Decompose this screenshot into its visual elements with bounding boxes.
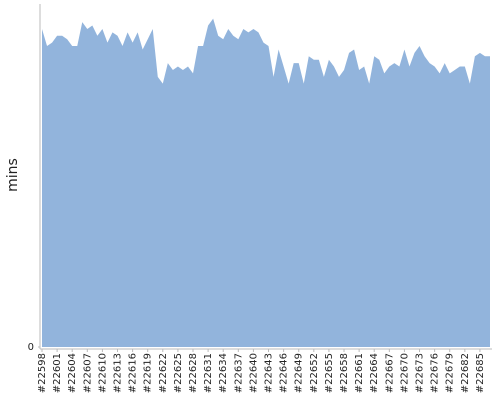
x-tick-label: #22676 [430, 353, 441, 393]
x-tick-label: #22643 [264, 353, 275, 393]
y-axis-label: mins [5, 158, 21, 192]
x-tick-label: #22652 [309, 353, 320, 393]
y-tick-label: 0 [28, 342, 34, 353]
x-tick-label: #22667 [384, 353, 395, 393]
x-tick-label: #22679 [445, 353, 456, 393]
x-tick-label: #22622 [158, 353, 169, 393]
x-tick-label: #22604 [67, 353, 78, 393]
x-tick-label: #22649 [294, 353, 305, 393]
x-tick-label: #22670 [399, 353, 410, 393]
x-tick-label: #22655 [324, 353, 335, 393]
x-tick-label: #22619 [143, 353, 154, 393]
x-tick-label: #22616 [128, 353, 139, 393]
x-tick-label: #22613 [113, 353, 124, 393]
x-tick-label: #22637 [233, 353, 244, 393]
x-tick-label: #22646 [279, 353, 290, 393]
x-tick-label: #22610 [97, 353, 108, 393]
x-tick-label: #22631 [203, 353, 214, 393]
x-tick-label: #22634 [218, 353, 229, 393]
x-tick-label: #22601 [52, 353, 63, 393]
area [42, 18, 490, 348]
x-tick-label: #22673 [415, 353, 426, 393]
x-tick-label: #22607 [82, 353, 93, 393]
x-tick-label: #22685 [475, 353, 486, 393]
x-tick-label: #22664 [369, 353, 380, 393]
x-tick-label: #22658 [339, 353, 350, 393]
x-tick-label: #22598 [37, 353, 48, 393]
x-tick-label: #22682 [460, 353, 471, 393]
x-tick-label: #22661 [354, 353, 365, 393]
x-tick-label: #22628 [188, 353, 199, 393]
x-tick-label: #22640 [248, 353, 259, 393]
x-tick-label: #22625 [173, 353, 184, 393]
